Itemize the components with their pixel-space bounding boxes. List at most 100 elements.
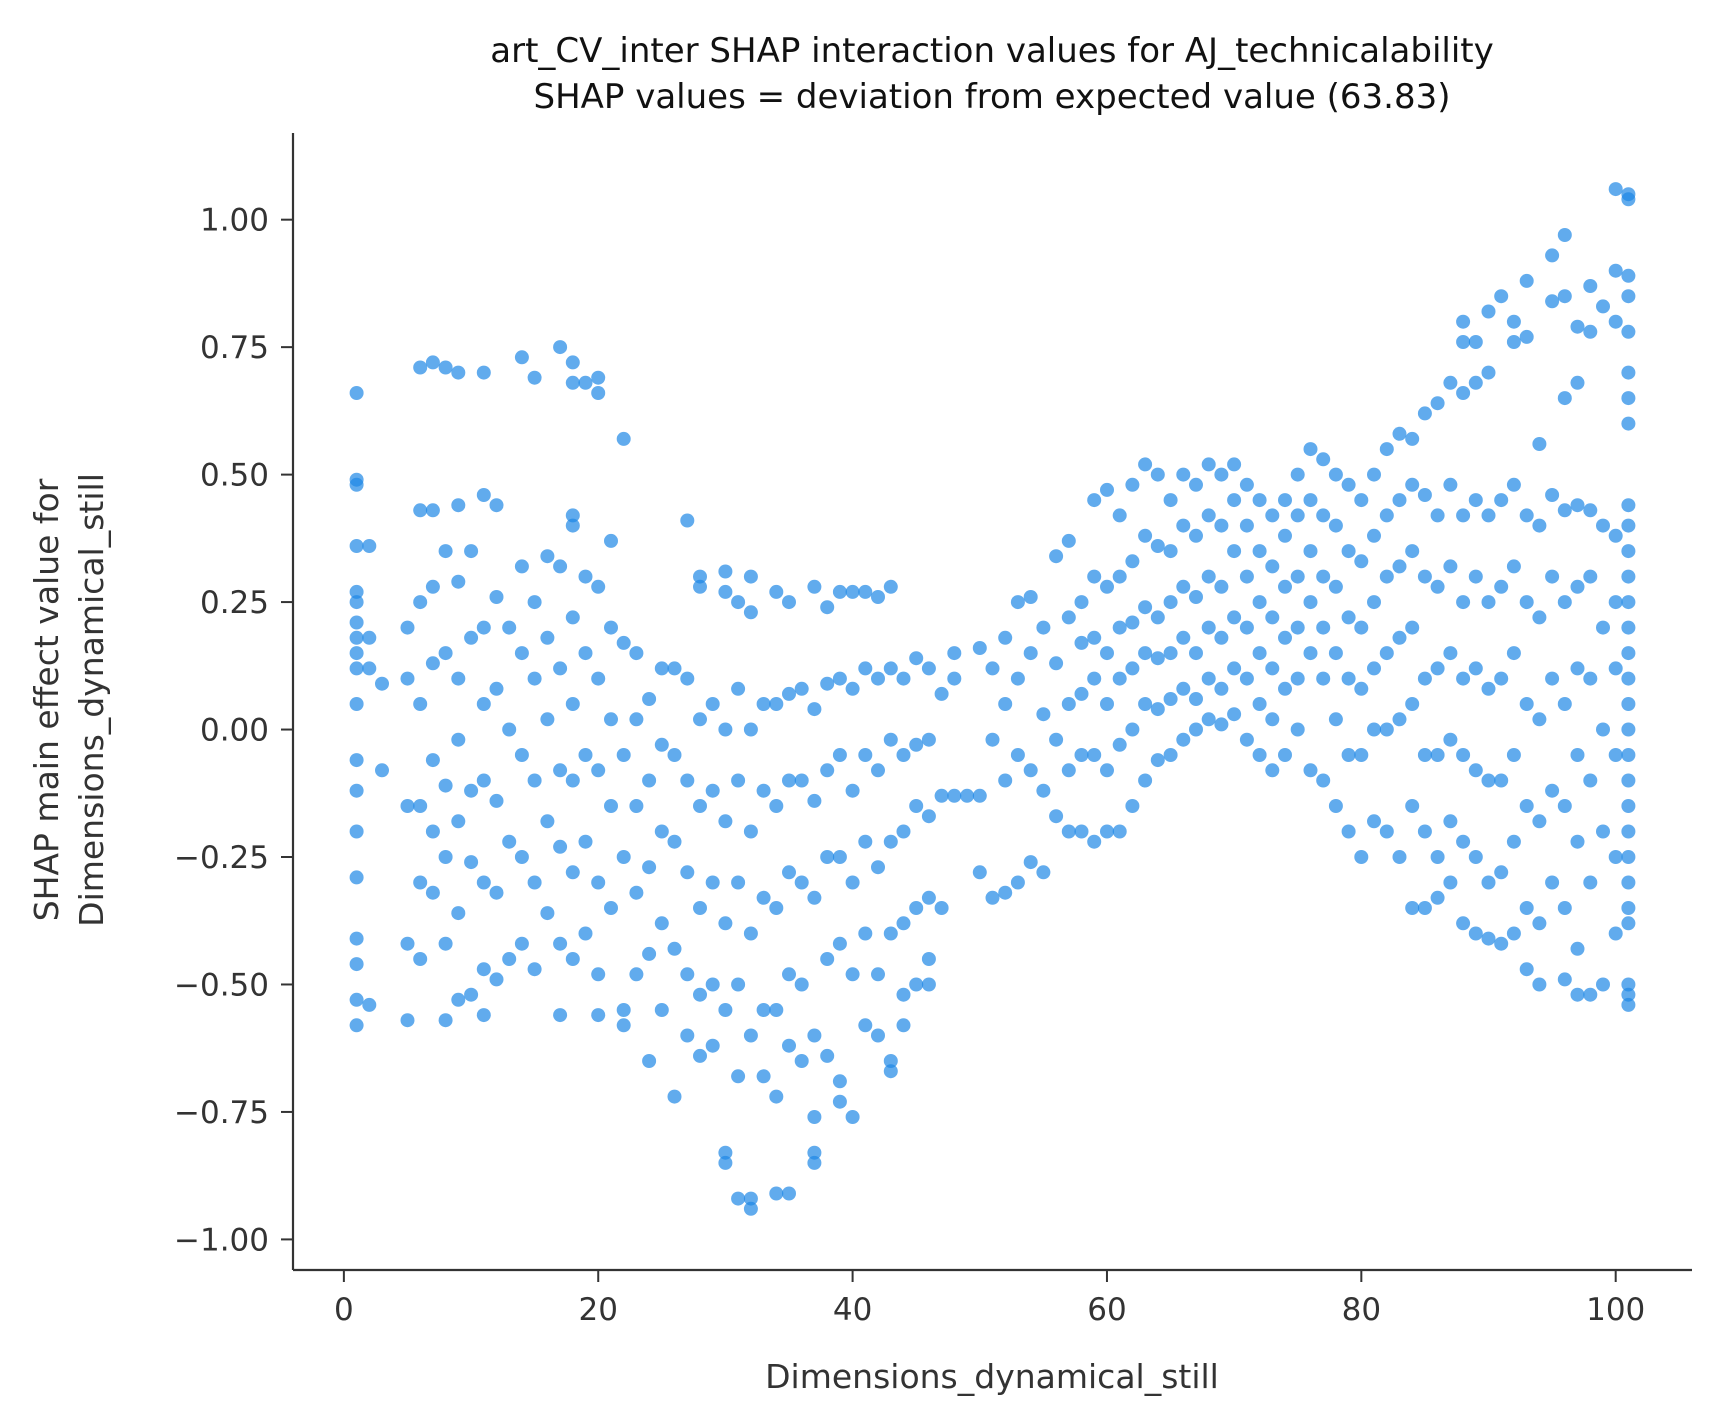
scatter-point (1303, 646, 1318, 661)
scatter-point (782, 773, 796, 788)
scatter-point (464, 987, 479, 1002)
x-tick-label: 80 (1342, 1292, 1381, 1328)
scatter-point (400, 1013, 415, 1028)
scatter-point (743, 605, 758, 620)
scatter-point (476, 365, 491, 380)
scatter-point (947, 646, 962, 661)
scatter-point (1290, 569, 1305, 584)
scatter-point (1621, 518, 1636, 533)
scatter-point (832, 584, 847, 599)
scatter-point (909, 977, 924, 992)
scatter-point (1100, 482, 1114, 497)
scatter-point (476, 697, 491, 711)
scatter-point (1214, 579, 1229, 594)
scatter-point (1392, 630, 1407, 645)
scatter-point (413, 595, 428, 610)
scatter-point (1494, 865, 1509, 880)
scatter-point (693, 987, 707, 1002)
scatter-point (1570, 661, 1585, 676)
scatter-point (1519, 901, 1534, 915)
scatter-point (1570, 375, 1585, 390)
scatter-point (1621, 901, 1636, 915)
scatter-point (1150, 610, 1165, 625)
scatter-point (1036, 865, 1051, 880)
scatter-point (540, 549, 555, 564)
scatter-point (1443, 732, 1458, 747)
scatter-point (578, 926, 593, 941)
scatter-point (1519, 962, 1534, 977)
scatter-point (769, 584, 784, 599)
scatter-point (1417, 406, 1432, 421)
scatter-point (718, 1003, 733, 1017)
scatter-point (756, 890, 771, 905)
scatter-point (1621, 748, 1636, 762)
scatter-point (693, 799, 707, 813)
y-tick-label: −1.00 (174, 1222, 269, 1258)
chart-subtitle: SHAP values = deviation from expected va… (534, 77, 1451, 117)
scatter-point (731, 977, 746, 992)
scatter-point (591, 579, 606, 594)
scatter-point (1621, 620, 1636, 635)
scatter-point (1150, 651, 1165, 666)
scatter-point (1417, 748, 1432, 762)
scatter-point (1036, 620, 1051, 635)
y-axis-ticks: 1.00 0.75 0.50 0.25 0.00 −0.25 −0.50 −0.75 −1.00 (174, 203, 293, 1258)
scatter-point (731, 773, 746, 788)
scatter-point (1456, 595, 1471, 610)
scatter-point (1494, 671, 1509, 686)
scatter-point (1354, 850, 1369, 864)
scatter-point (642, 946, 657, 961)
scatter-point (680, 671, 695, 686)
scatter-point (1506, 748, 1521, 762)
scatter-point (1570, 579, 1585, 594)
scatter-point (565, 773, 580, 788)
scatter-point (667, 748, 682, 762)
scatter-point (1392, 850, 1407, 864)
scatter-point (1481, 508, 1496, 523)
scatter-point (1430, 396, 1445, 411)
scatter-point (527, 671, 542, 686)
scatter-point (349, 697, 364, 711)
scatter-point (832, 1094, 847, 1109)
scatter-point (1621, 391, 1636, 406)
scatter-point (1557, 503, 1572, 518)
scatter-point (1150, 753, 1165, 768)
scatter-point (820, 763, 835, 778)
scatter-point (794, 773, 809, 788)
scatter-point (718, 584, 733, 599)
scatter-point (349, 646, 364, 661)
scatter-point (1138, 773, 1153, 788)
scatter-point (1214, 717, 1229, 732)
y-tick-label: 0.50 (200, 458, 269, 494)
scatter-point (1176, 732, 1191, 747)
scatter-point (476, 875, 491, 890)
scatter-point (909, 799, 924, 813)
scatter-point (1010, 595, 1025, 610)
scatter-point (578, 646, 593, 661)
scatter-point (1417, 824, 1432, 839)
scatter-point (642, 860, 657, 875)
scatter-point (565, 697, 580, 711)
scatter-point (1214, 630, 1229, 645)
scatter-point (553, 661, 568, 676)
scatter-point (1278, 579, 1292, 594)
scatter-point (1239, 732, 1254, 747)
scatter-point (1316, 620, 1331, 635)
scatter-point (1621, 850, 1636, 864)
scatter-point (1316, 671, 1331, 686)
scatter-point (1405, 477, 1420, 492)
scatter-point (425, 885, 440, 900)
scatter-point (349, 630, 364, 645)
scatter-point (1201, 569, 1216, 584)
scatter-point (1621, 544, 1636, 559)
scatter-point (1443, 646, 1458, 661)
scatter-point (629, 885, 644, 900)
scatter-point (1112, 671, 1127, 686)
scatter-point (362, 539, 377, 553)
scatter-point (1481, 773, 1496, 788)
scatter-point (1481, 595, 1496, 610)
scatter-point (947, 788, 962, 803)
scatter-point (476, 1008, 491, 1023)
scatter-point (1265, 763, 1280, 778)
scatter-point (718, 1155, 733, 1170)
